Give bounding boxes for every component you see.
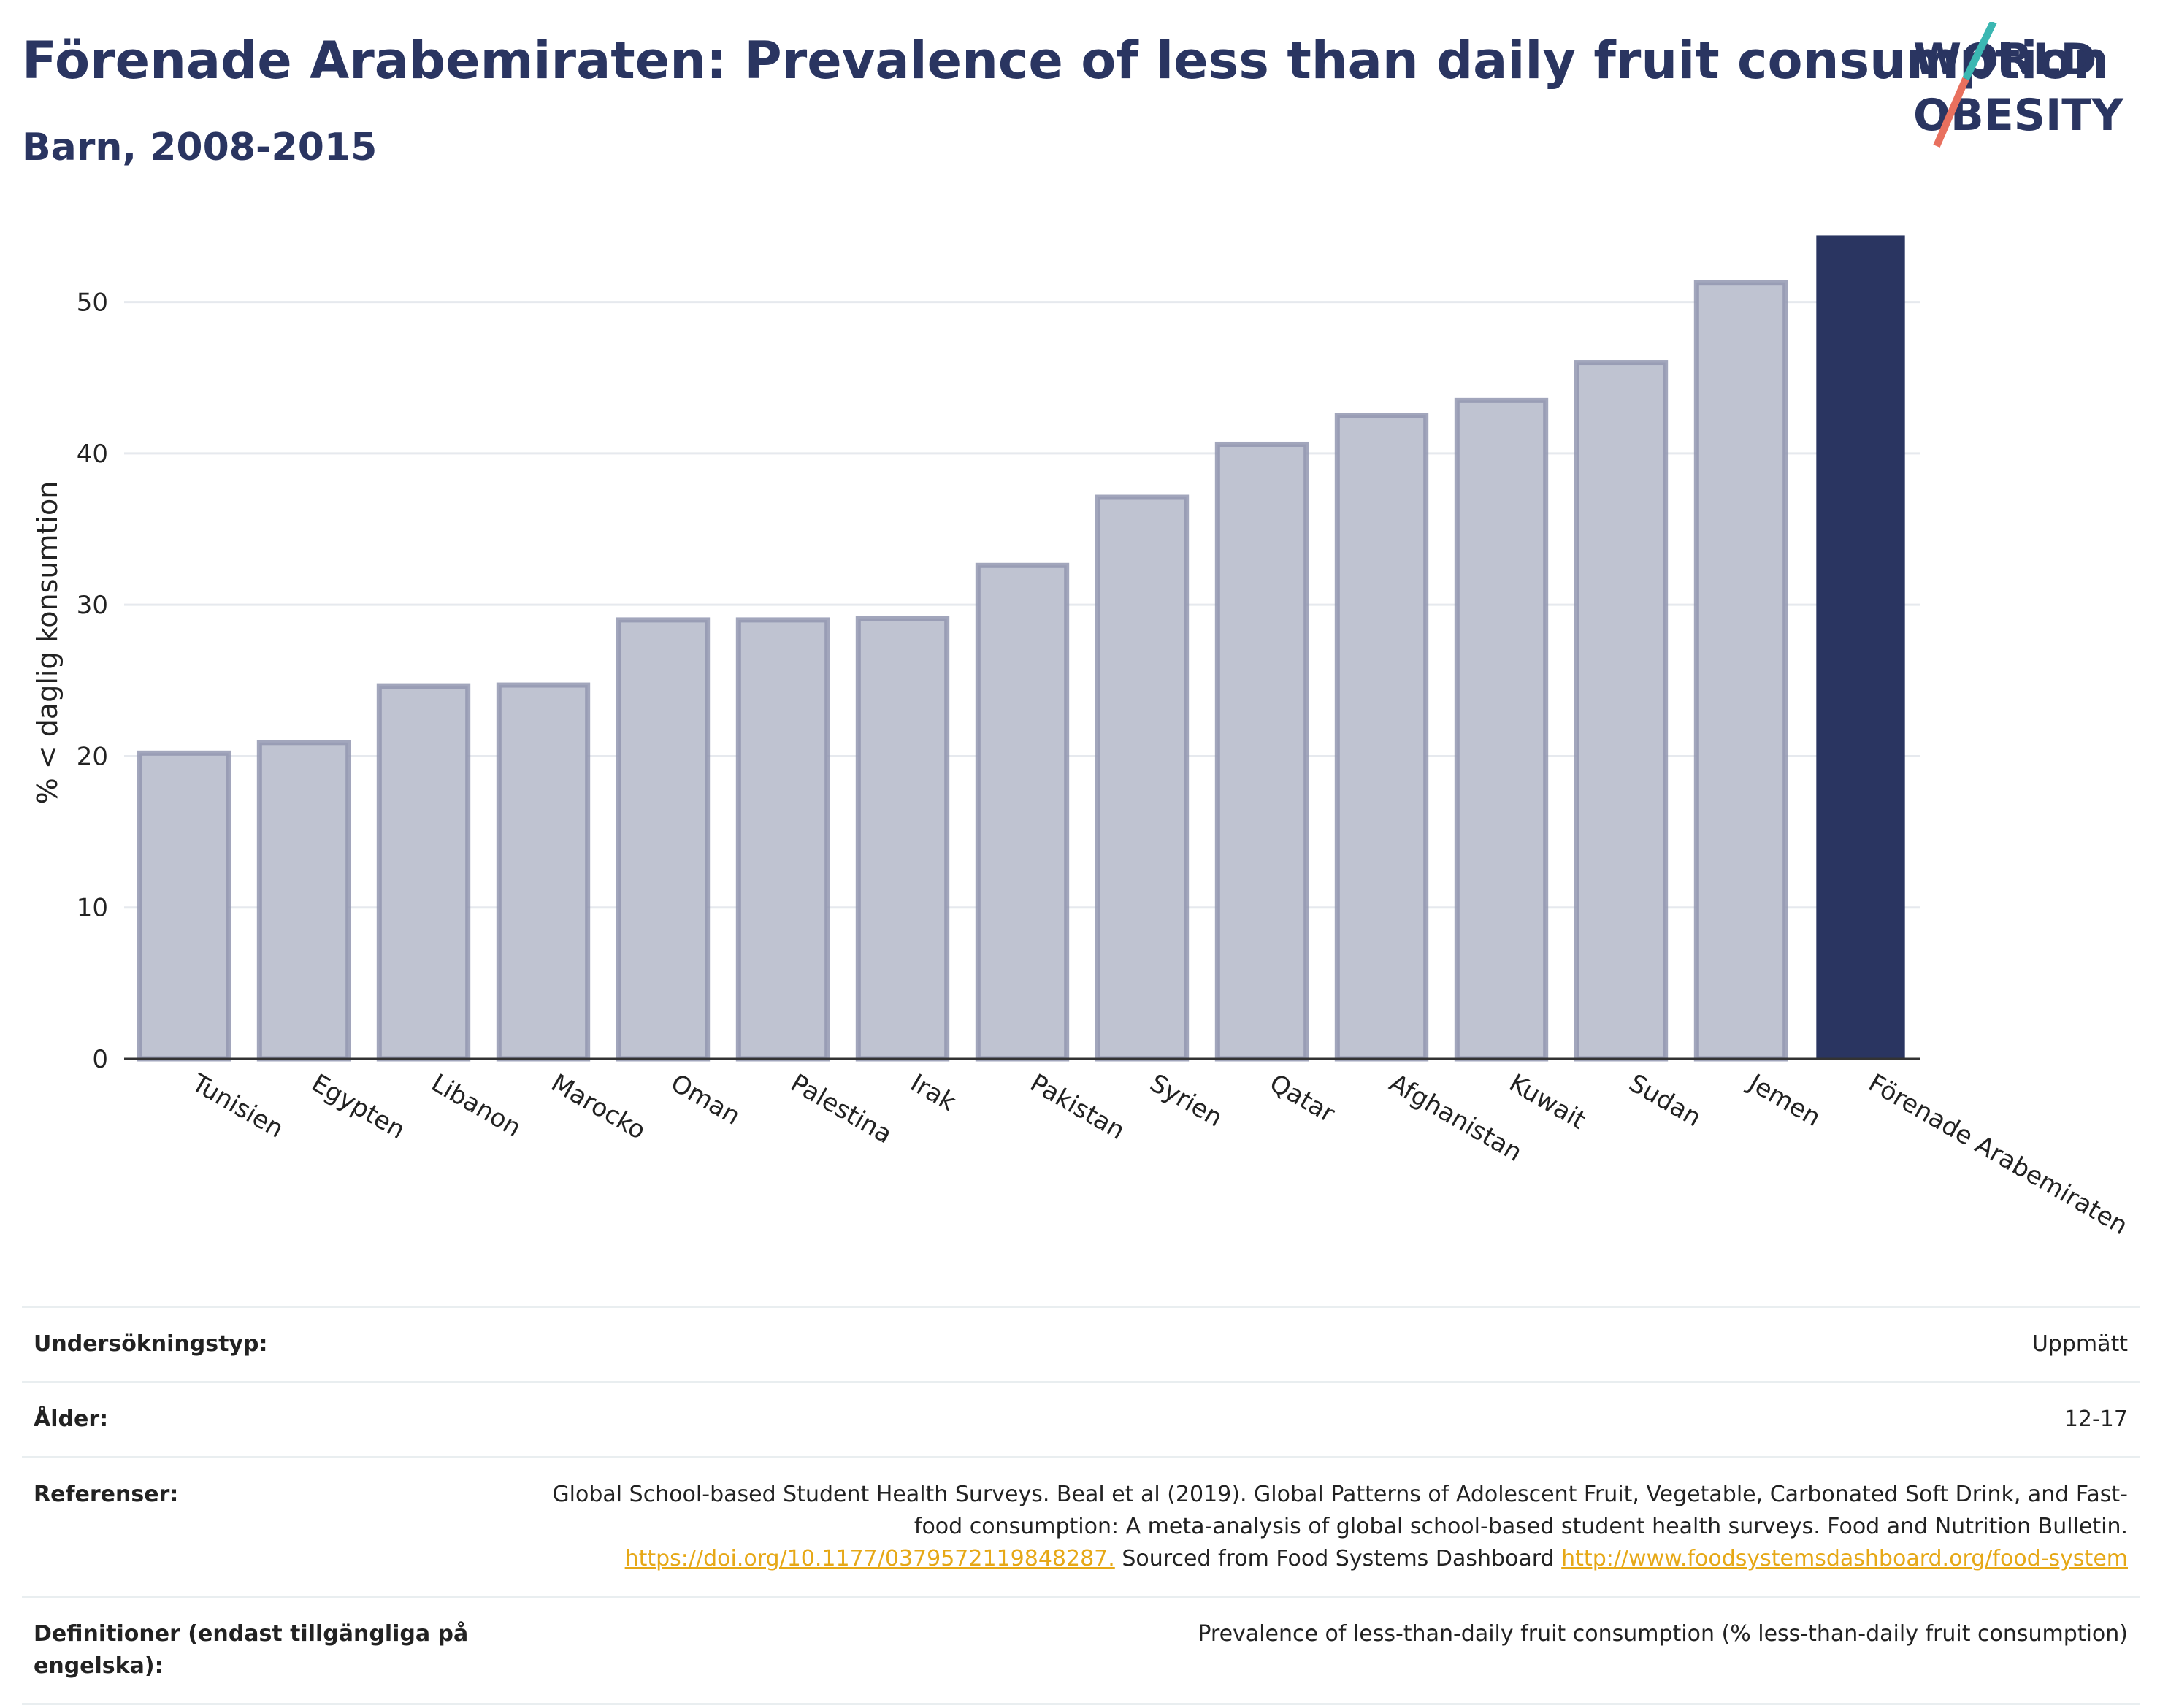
- meta-row-age: Ålder: 12-17: [22, 1381, 2140, 1456]
- y-tick-label: 40: [77, 440, 108, 469]
- bar: [1334, 413, 1429, 1062]
- bar: [137, 750, 231, 1062]
- x-tick-label: Oman: [666, 1068, 746, 1131]
- y-tick-label: 20: [77, 742, 108, 771]
- meta-row-definitions: Definitioner (endast tillgängliga på eng…: [22, 1596, 2140, 1705]
- x-tick-label: Afghanistan: [1385, 1068, 1527, 1168]
- meta-row-references: Referenser: Global School-based Student …: [22, 1456, 2140, 1596]
- doi-link[interactable]: https://doi.org/10.1177/0379572119848287…: [624, 1546, 1115, 1571]
- logo-line1: WORLD: [1913, 34, 2096, 85]
- x-tick-label: Förenade Arabemiraten: [1864, 1068, 2133, 1241]
- x-tick-label: Qatar: [1265, 1068, 1340, 1129]
- bar: [616, 617, 711, 1062]
- y-tick-label: 0: [92, 1045, 108, 1074]
- meta-value: Uppmätt: [2031, 1331, 2128, 1357]
- logo-slash-bottom-icon: [1933, 77, 1969, 148]
- x-tick-label: Palestina: [786, 1068, 897, 1149]
- meta-label: Definitioner (endast tillgängliga på eng…: [34, 1621, 469, 1679]
- references-text: Global School-based Student Health Surve…: [552, 1482, 2128, 1539]
- bar: [496, 682, 591, 1062]
- x-tick-label: Pakistan: [1025, 1068, 1130, 1146]
- x-tick-label: Marocko: [546, 1068, 651, 1146]
- x-tick-label: Egypten: [307, 1068, 410, 1145]
- x-tick-label: Syrien: [1145, 1068, 1228, 1133]
- bar: [855, 616, 950, 1062]
- page-subtitle: Barn, 2008-2015: [22, 126, 378, 169]
- x-tick-label: Sudan: [1624, 1068, 1707, 1133]
- bar: [376, 683, 471, 1062]
- world-obesity-logo: WORLD OBESITY: [1913, 22, 2124, 148]
- x-tick-label: Irak: [905, 1068, 961, 1117]
- bar: [1574, 360, 1669, 1062]
- bar: [1214, 441, 1309, 1062]
- bar: [735, 617, 830, 1062]
- bar: [1816, 235, 1905, 1059]
- bar: [1454, 397, 1549, 1062]
- y-axis-title: % < daglig konsumtion: [31, 481, 64, 805]
- y-tick-label: 10: [77, 894, 108, 923]
- x-tick-label: Tunisien: [186, 1068, 288, 1144]
- y-tick-label: 30: [77, 591, 108, 620]
- meta-label: Referenser:: [34, 1482, 179, 1507]
- food-systems-link[interactable]: http://www.foodsystemsdashboard.org/food…: [1561, 1546, 2128, 1571]
- x-tick-label: Libanon: [426, 1068, 526, 1143]
- x-tick-label: Jemen: [1742, 1068, 1826, 1133]
- meta-label: Ålder:: [34, 1406, 109, 1432]
- bar: [1693, 280, 1788, 1062]
- bar: [975, 562, 1070, 1062]
- references-source: Sourced from Food Systems Dashboard: [1122, 1546, 1555, 1571]
- x-tick-label: Kuwait: [1504, 1068, 1590, 1135]
- meta-value: Global School-based Student Health Surve…: [507, 1479, 2128, 1575]
- meta-value: Prevalence of less-than-daily fruit cons…: [1198, 1621, 2128, 1647]
- bar: [1095, 494, 1190, 1062]
- meta-row-survey-type: Undersökningstyp: Uppmätt: [22, 1306, 2140, 1381]
- logo-slash-top-icon: [1962, 22, 1997, 81]
- meta-value: 12-17: [2064, 1406, 2128, 1432]
- bar: [256, 740, 351, 1062]
- page-title: Förenade Arabemiraten: Prevalence of les…: [22, 31, 2110, 91]
- bar-chart: 0 10 20 30 40 50 % < daglig konsumtion Tunisien…: [31, 235, 2133, 1241]
- meta-label: Undersökningstyp:: [34, 1331, 268, 1357]
- metadata-table: Undersökningstyp: Uppmätt Ålder: 12-17 R…: [22, 1306, 2140, 1705]
- y-tick-label: 50: [77, 288, 108, 318]
